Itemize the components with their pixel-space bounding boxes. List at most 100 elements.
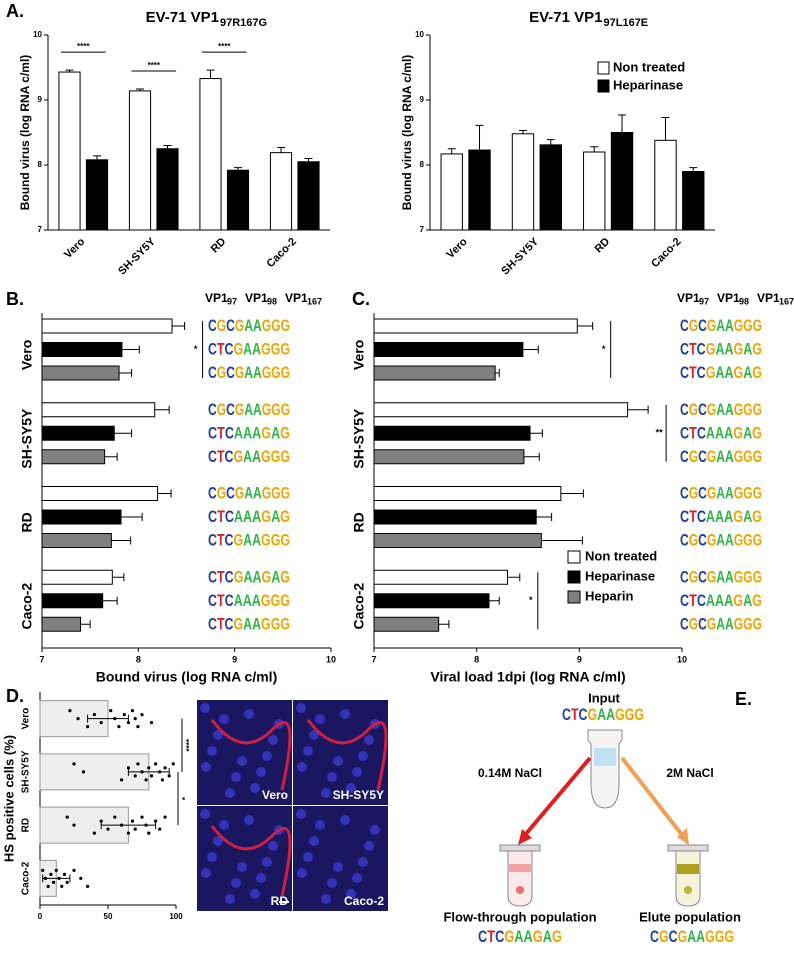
data-point bbox=[120, 778, 124, 782]
error-bar bbox=[92, 155, 101, 160]
panel-label: B. bbox=[6, 289, 24, 309]
error-bar bbox=[114, 429, 133, 438]
logo-header: VP1 bbox=[285, 291, 308, 305]
y-tick-label: RD bbox=[351, 512, 367, 532]
data-point bbox=[130, 819, 135, 823]
nucleus bbox=[244, 815, 254, 825]
logo-header: VP1 bbox=[205, 291, 228, 305]
nucleus bbox=[262, 751, 272, 761]
logo-header: VP1 bbox=[717, 291, 740, 305]
bar bbox=[85, 159, 109, 231]
error-bar bbox=[102, 596, 118, 605]
x-tick-label: SH-SY5Y bbox=[116, 235, 158, 277]
legend-swatch bbox=[567, 570, 581, 584]
nucleus bbox=[231, 878, 241, 888]
data-point bbox=[62, 872, 67, 876]
sequence-logo: CTCAAAGAG bbox=[208, 507, 290, 526]
logo-header-subscript: 167 bbox=[307, 296, 322, 306]
error-bar bbox=[590, 146, 599, 152]
data-point bbox=[76, 717, 80, 721]
y-tick-label: Caco-2 bbox=[21, 861, 32, 895]
data-point bbox=[106, 827, 110, 831]
bar bbox=[41, 449, 106, 465]
data-point bbox=[126, 721, 130, 725]
sequence-logo: CGCGAAGGG bbox=[208, 316, 290, 335]
sequence-logo: CGCGAAGGG bbox=[680, 316, 762, 335]
sequence-logo: CTCAAAGAG bbox=[680, 507, 762, 526]
error-bar bbox=[689, 167, 698, 172]
legend-swatch bbox=[567, 590, 581, 604]
x-tick-label: 0 bbox=[38, 912, 43, 921]
bar bbox=[373, 425, 531, 441]
logo-header-subscript: 97 bbox=[227, 296, 237, 306]
sequence-logo: CTCAAAGAG bbox=[208, 424, 290, 443]
diagram-art bbox=[499, 729, 709, 907]
error-bar bbox=[536, 513, 553, 521]
sequence-logo: CGCGAAGGG bbox=[680, 568, 762, 587]
nucleus bbox=[262, 857, 272, 867]
nucleus bbox=[256, 873, 266, 883]
sequence-logo: CGCGAAGGG bbox=[680, 400, 762, 419]
significance-label: ** bbox=[656, 428, 664, 438]
arrowhead bbox=[518, 829, 532, 845]
nucleus bbox=[327, 878, 337, 888]
bar bbox=[41, 402, 156, 418]
data-point bbox=[113, 815, 117, 819]
bar bbox=[610, 132, 634, 231]
legend-swatch bbox=[597, 61, 610, 75]
tube-liquid bbox=[594, 748, 616, 766]
data-point bbox=[57, 876, 61, 880]
data-point bbox=[126, 831, 130, 835]
nucleus bbox=[231, 772, 241, 782]
error-bar bbox=[163, 145, 172, 149]
column-flow bbox=[499, 844, 541, 907]
nucleus bbox=[333, 756, 343, 766]
nucleus bbox=[244, 709, 254, 719]
sequence-logo: CTCGAAGGG bbox=[208, 615, 290, 634]
error-bar bbox=[304, 158, 313, 162]
error-bar bbox=[42, 874, 71, 883]
bar bbox=[373, 402, 629, 418]
sequence-logo: CTCGAAGGG bbox=[208, 340, 290, 359]
data-point bbox=[163, 815, 167, 819]
bar bbox=[373, 342, 524, 357]
data-point bbox=[109, 709, 113, 713]
data-point bbox=[147, 766, 151, 770]
legend-label: Non treated bbox=[585, 548, 657, 563]
error-bar bbox=[111, 536, 132, 545]
bar bbox=[41, 509, 122, 525]
data-point bbox=[41, 868, 45, 872]
bar bbox=[41, 318, 173, 334]
nucleus bbox=[207, 852, 217, 862]
y-tick-label: RD bbox=[21, 818, 32, 832]
y-axis-label: Bound virus (log RNA c/ml) bbox=[400, 55, 414, 211]
x-tick-label: Caco-2 bbox=[264, 236, 298, 270]
error-bar bbox=[233, 167, 242, 171]
nucleus bbox=[340, 815, 350, 825]
data-point bbox=[133, 827, 137, 831]
error-bar bbox=[523, 452, 540, 461]
x-tick-label: 8 bbox=[474, 654, 479, 664]
nucleus bbox=[201, 868, 211, 878]
arrow-low-salt bbox=[523, 756, 592, 837]
data-point bbox=[122, 713, 126, 717]
arrowhead bbox=[677, 828, 689, 845]
bar bbox=[373, 365, 496, 381]
error-bar bbox=[530, 429, 543, 438]
nucleus bbox=[370, 825, 380, 835]
chart-title-subscript: 97R167G bbox=[220, 17, 267, 29]
significance-label: **** bbox=[77, 42, 90, 51]
logo-header: VP1 bbox=[245, 291, 268, 305]
y-tick-label: 7 bbox=[420, 225, 425, 234]
bar bbox=[373, 593, 490, 609]
data-point bbox=[86, 884, 90, 888]
nucleus bbox=[309, 836, 319, 846]
error-bar bbox=[475, 124, 484, 151]
nucleus bbox=[219, 714, 229, 724]
nucleus bbox=[207, 746, 217, 756]
y-tick-label: Vero bbox=[21, 708, 32, 730]
data-point bbox=[154, 762, 158, 766]
x-tick-label: Caco-2 bbox=[649, 236, 683, 270]
data-point bbox=[136, 725, 140, 729]
data-point bbox=[147, 831, 151, 835]
